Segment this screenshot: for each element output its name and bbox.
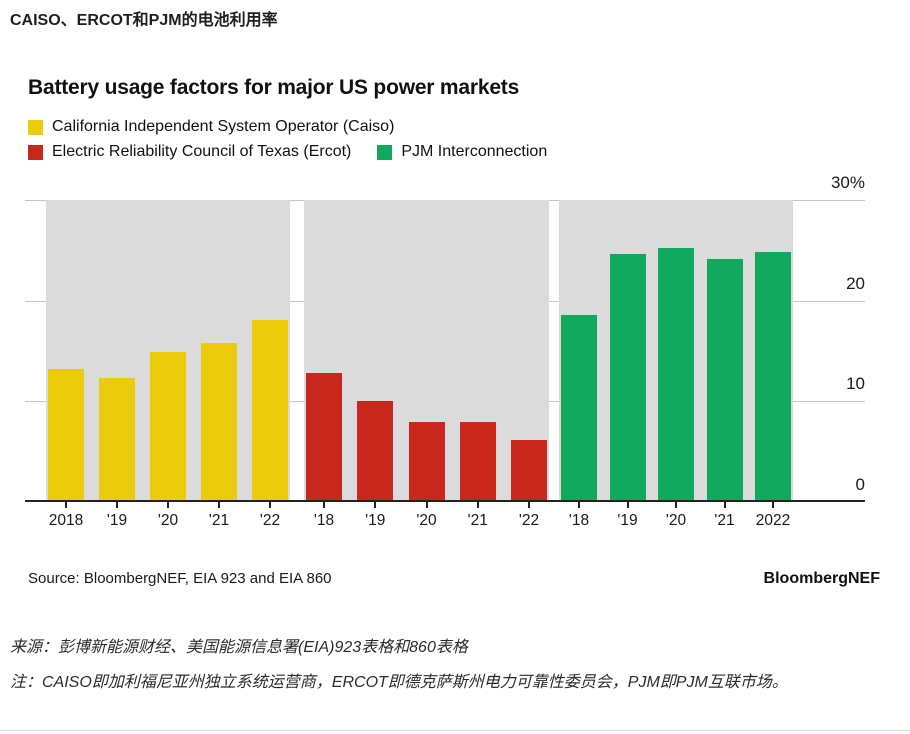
x-axis-tick <box>323 502 325 508</box>
x-axis-tick <box>218 502 220 508</box>
bar-20-series-2 <box>408 422 445 500</box>
footnote-definitions: 注：CAISO即加利福尼亚州独立系统运营商，ERCOT即德克萨斯州电力可靠性委员… <box>10 674 788 691</box>
source-row: Source: BloombergNEF, EIA 923 and EIA 86… <box>28 570 880 588</box>
legend-row-2: Electric Reliability Council of Texas (E… <box>28 143 547 161</box>
legend-item-caiso: California Independent System Operator (… <box>28 118 394 136</box>
legend-item-pjm: PJM Interconnection <box>377 143 547 161</box>
legend-row-1: California Independent System Operator (… <box>28 118 547 136</box>
x-axis-tick-label: '21 <box>467 512 488 529</box>
x-axis-tick <box>167 502 169 508</box>
bottom-divider <box>0 730 910 731</box>
bar-18-series-3 <box>561 315 597 500</box>
x-axis-tick-label: '19 <box>365 512 386 529</box>
bloombergnef-logo: BloombergNEF <box>763 570 880 587</box>
bar-18-series-2 <box>306 373 342 500</box>
page-title: CAISO、ERCOT和PJM的电池利用率 <box>10 12 278 29</box>
footnotes: 来源：彭博新能源财经、美国能源信息署(EIA)923表格和860表格 注：CAI… <box>10 636 902 695</box>
x-axis-tick <box>65 502 67 508</box>
y-axis-tick-label-0: 0 <box>855 475 865 494</box>
chart-card: Battery usage factors for major US power… <box>0 58 910 618</box>
bar-22-series-1 <box>252 320 288 500</box>
bar-19-series-3 <box>609 254 646 500</box>
group-panel-3 <box>559 200 793 500</box>
legend-label-caiso: California Independent System Operator (… <box>52 118 395 135</box>
source-text: Source: BloombergNEF, EIA 923 and EIA 86… <box>28 570 332 587</box>
legend: California Independent System Operator (… <box>28 118 547 168</box>
legend-item-ercot: Electric Reliability Council of Texas (E… <box>28 143 351 161</box>
caiso-swatch-icon <box>28 119 43 135</box>
x-axis-tick <box>626 502 629 508</box>
legend-label-ercot: Electric Reliability Council of Texas (E… <box>52 143 352 160</box>
x-axis-tick-label: '18 <box>568 512 590 529</box>
x-axis-tick <box>675 502 677 508</box>
bar-21-series-3 <box>706 259 743 500</box>
bar-2022-series-3 <box>755 252 791 500</box>
x-axis-tick-label: '18 <box>313 512 335 529</box>
x-axis-tick <box>269 502 271 508</box>
x-axis-tick <box>374 502 377 508</box>
x-axis-tick <box>578 502 580 508</box>
legend-label-pjm: PJM Interconnection <box>401 143 548 160</box>
x-axis-tick-label: '21 <box>714 512 735 529</box>
ercot-swatch-icon <box>28 144 43 160</box>
bar-20-series-1 <box>150 352 186 500</box>
x-axis-tick <box>528 502 530 508</box>
group-panel-2 <box>304 200 549 500</box>
footnote-source: 来源：彭博新能源财经、美国能源信息署(EIA)923表格和860表格 <box>10 639 468 656</box>
bar-21-series-1 <box>201 343 237 500</box>
y-axis-tick-label-10: 10 <box>846 374 865 393</box>
x-axis-tick <box>476 502 479 508</box>
x-axis-baseline <box>25 500 865 502</box>
y-axis-tick-label-20: 20 <box>846 274 865 293</box>
group-panel-1 <box>46 200 290 500</box>
x-axis-tick-label: 2022 <box>755 512 791 529</box>
bar-22-series-2 <box>511 440 547 500</box>
x-axis-tick-label: '21 <box>208 512 230 529</box>
x-axis-tick-label: '19 <box>106 512 128 529</box>
x-axis-tick-label: '20 <box>157 512 179 529</box>
x-axis-tick-label: '20 <box>416 512 437 529</box>
bar-21-series-2 <box>459 422 496 500</box>
x-axis-tick <box>723 502 726 508</box>
bar-19-series-1 <box>99 378 135 500</box>
x-axis-tick-label: 2018 <box>48 512 84 529</box>
x-axis-tick <box>772 502 774 508</box>
bar-20-series-3 <box>658 248 694 500</box>
plot-area: 30% 20 10 0 2018 '19 '20 '21 '22 '18 '19 '20 '21… <box>25 173 865 529</box>
y-axis-tick-label-30: 30% <box>830 173 865 192</box>
x-axis-tick-label: '19 <box>617 512 638 529</box>
chart-title: Battery usage factors for major US power… <box>28 76 520 99</box>
x-axis-tick-label: '22 <box>259 512 281 529</box>
x-axis-tick <box>116 502 118 508</box>
bar-2018-series-1 <box>48 369 84 500</box>
pjm-swatch-icon <box>377 144 393 160</box>
bar-19-series-2 <box>357 401 394 500</box>
x-axis-tick <box>425 502 428 508</box>
x-axis-tick-label: '20 <box>665 512 687 529</box>
x-axis-tick-label: '22 <box>518 512 540 529</box>
